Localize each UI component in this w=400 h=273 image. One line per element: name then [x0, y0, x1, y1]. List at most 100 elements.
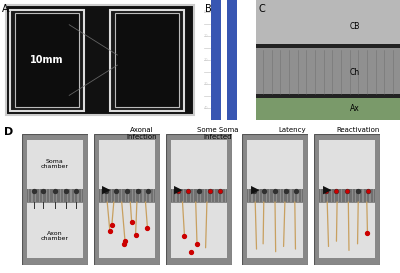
- Bar: [320, 189, 321, 202]
- Bar: [280, 189, 281, 202]
- Bar: [344, 189, 346, 202]
- Text: 10mm: 10mm: [30, 55, 64, 65]
- Bar: [67, 189, 68, 202]
- Bar: [118, 189, 119, 202]
- Bar: [110, 10, 184, 111]
- Bar: [276, 189, 278, 202]
- Bar: [211, 0, 221, 120]
- Text: D: D: [4, 127, 13, 137]
- Text: B: B: [205, 4, 212, 14]
- Bar: [74, 189, 75, 202]
- Bar: [200, 189, 202, 202]
- Text: CB: CB: [350, 22, 360, 31]
- Text: Ch: Ch: [350, 68, 360, 76]
- Text: Latency: Latency: [278, 127, 306, 133]
- Bar: [15, 13, 79, 107]
- Bar: [171, 203, 227, 258]
- Bar: [214, 189, 216, 202]
- Bar: [115, 13, 179, 107]
- Bar: [81, 189, 82, 202]
- Bar: [196, 189, 198, 202]
- Bar: [124, 189, 126, 202]
- Bar: [35, 189, 36, 202]
- Text: ▶: ▶: [174, 185, 182, 195]
- Text: A.: A.: [2, 4, 12, 14]
- Bar: [324, 189, 325, 202]
- Bar: [104, 189, 105, 202]
- Bar: [338, 189, 339, 202]
- Bar: [114, 189, 115, 202]
- Text: Axonal
Infection: Axonal Infection: [127, 127, 157, 140]
- Bar: [272, 189, 274, 202]
- Bar: [283, 189, 284, 202]
- Bar: [287, 189, 288, 202]
- Bar: [42, 189, 43, 202]
- Text: Reactivation: Reactivation: [336, 127, 380, 133]
- Bar: [319, 203, 375, 258]
- Bar: [171, 189, 227, 202]
- Bar: [248, 189, 249, 202]
- Bar: [348, 189, 350, 202]
- Bar: [247, 140, 303, 189]
- Bar: [221, 189, 222, 202]
- Bar: [258, 189, 260, 202]
- Text: 30: 30: [204, 82, 208, 86]
- Bar: [207, 189, 208, 202]
- Bar: [128, 189, 130, 202]
- Text: ▶: ▶: [102, 185, 110, 195]
- Bar: [99, 140, 155, 189]
- Text: Some Soma
Infected: Some Soma Infected: [197, 127, 239, 140]
- Bar: [256, 94, 400, 120]
- Bar: [256, 0, 400, 46]
- Bar: [100, 189, 101, 202]
- Bar: [269, 189, 270, 202]
- Bar: [373, 189, 374, 202]
- Bar: [46, 189, 47, 202]
- Text: 0: 0: [204, 10, 206, 14]
- Bar: [369, 189, 370, 202]
- Bar: [294, 189, 295, 202]
- Bar: [366, 189, 367, 202]
- Bar: [49, 189, 50, 202]
- Bar: [225, 189, 226, 202]
- Bar: [27, 203, 83, 258]
- Bar: [319, 140, 375, 189]
- Text: ▶: ▶: [251, 185, 260, 195]
- Text: C: C: [259, 4, 266, 14]
- Bar: [135, 189, 136, 202]
- Bar: [38, 189, 40, 202]
- Bar: [204, 189, 205, 202]
- Bar: [359, 189, 360, 202]
- Bar: [252, 189, 253, 202]
- Bar: [211, 189, 212, 202]
- Bar: [334, 189, 335, 202]
- Bar: [63, 189, 64, 202]
- Bar: [110, 189, 112, 202]
- Bar: [139, 189, 140, 202]
- Bar: [142, 189, 144, 202]
- Bar: [319, 189, 375, 202]
- Text: Axon
chamber: Axon chamber: [41, 231, 69, 241]
- Bar: [262, 189, 263, 202]
- Bar: [52, 189, 54, 202]
- Bar: [77, 189, 78, 202]
- Text: 20: 20: [204, 58, 208, 62]
- Bar: [107, 189, 108, 202]
- Bar: [352, 189, 353, 202]
- Bar: [99, 189, 155, 202]
- Bar: [190, 189, 191, 202]
- Text: ▶: ▶: [323, 185, 332, 195]
- Bar: [301, 189, 302, 202]
- Bar: [362, 189, 364, 202]
- Bar: [28, 189, 29, 202]
- Bar: [32, 189, 33, 202]
- Bar: [218, 189, 219, 202]
- Bar: [256, 44, 400, 51]
- Bar: [355, 189, 356, 202]
- Bar: [176, 189, 177, 202]
- Bar: [27, 140, 83, 189]
- Bar: [186, 189, 187, 202]
- Text: 10: 10: [204, 34, 208, 38]
- Bar: [290, 189, 292, 202]
- Bar: [330, 189, 332, 202]
